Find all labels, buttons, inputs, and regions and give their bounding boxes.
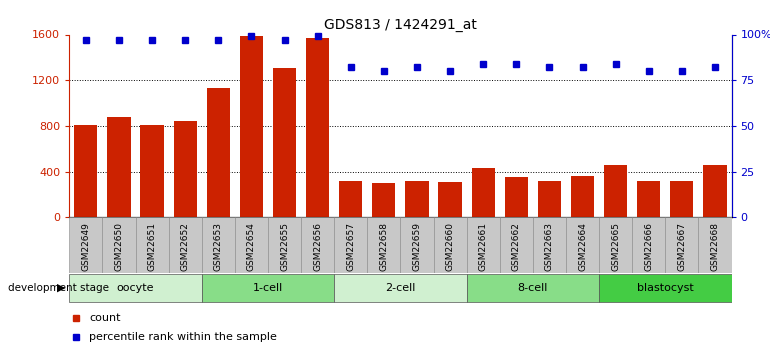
Bar [571,176,594,217]
Bar [405,181,429,217]
Bar [301,217,334,273]
Text: GSM22655: GSM22655 [280,222,289,271]
Bar [69,217,102,273]
Text: GSM22668: GSM22668 [711,222,719,271]
Bar [102,217,136,273]
Text: GSM22658: GSM22658 [380,222,388,271]
Text: GSM22657: GSM22657 [346,222,355,271]
Bar [599,217,632,273]
Bar [698,217,731,273]
Text: GSM22652: GSM22652 [181,222,189,270]
Bar [665,217,698,273]
Bar [703,165,727,217]
Text: GSM22660: GSM22660 [446,222,454,271]
Text: 1-cell: 1-cell [253,283,283,293]
Bar [566,217,599,273]
Bar [136,217,169,273]
Bar [339,181,363,217]
Text: blastocyst: blastocyst [637,283,694,293]
Bar [367,217,400,273]
Text: GSM22662: GSM22662 [512,222,521,270]
Bar [206,88,230,217]
Bar [670,181,694,217]
Text: GSM22656: GSM22656 [313,222,322,271]
Text: 8-cell: 8-cell [517,283,548,293]
Text: count: count [89,313,121,323]
Bar [202,217,235,273]
Bar [235,217,268,273]
Text: percentile rank within the sample: percentile rank within the sample [89,332,277,342]
Bar [268,217,301,273]
Text: oocyte: oocyte [117,283,154,293]
Text: GSM22664: GSM22664 [578,222,587,270]
Text: GSM22650: GSM22650 [115,222,123,271]
Text: GSM22649: GSM22649 [82,222,90,270]
Bar [74,125,98,217]
Bar [107,117,131,217]
Bar [173,121,197,217]
Text: GSM22653: GSM22653 [214,222,223,271]
Bar [467,217,500,273]
Bar [434,217,467,273]
Bar [599,274,732,302]
Text: GSM22654: GSM22654 [247,222,256,270]
Text: GSM22665: GSM22665 [611,222,620,271]
Text: ▶: ▶ [57,283,65,293]
Bar [140,125,164,217]
Bar [400,217,434,273]
Bar [334,274,467,302]
Text: development stage: development stage [8,283,109,293]
Bar [372,183,396,217]
Bar [533,217,566,273]
Bar [334,217,367,273]
Text: GSM22659: GSM22659 [413,222,421,271]
Text: GSM22666: GSM22666 [644,222,653,271]
Bar [69,274,202,302]
Bar [504,177,528,217]
Bar [306,38,330,217]
Bar [438,182,462,217]
Text: GSM22663: GSM22663 [545,222,554,271]
Bar [500,217,533,273]
Bar [169,217,202,273]
Bar [537,181,561,217]
Bar [471,168,495,217]
Title: GDS813 / 1424291_at: GDS813 / 1424291_at [324,18,477,32]
Bar [604,165,628,217]
Text: GSM22667: GSM22667 [678,222,686,271]
Text: 2-cell: 2-cell [385,283,416,293]
Bar [273,68,296,217]
Bar [202,274,334,302]
Bar [637,181,661,217]
Bar [632,217,665,273]
Bar [239,36,263,217]
Bar [467,274,599,302]
Text: GSM22661: GSM22661 [479,222,487,271]
Text: GSM22651: GSM22651 [148,222,156,271]
